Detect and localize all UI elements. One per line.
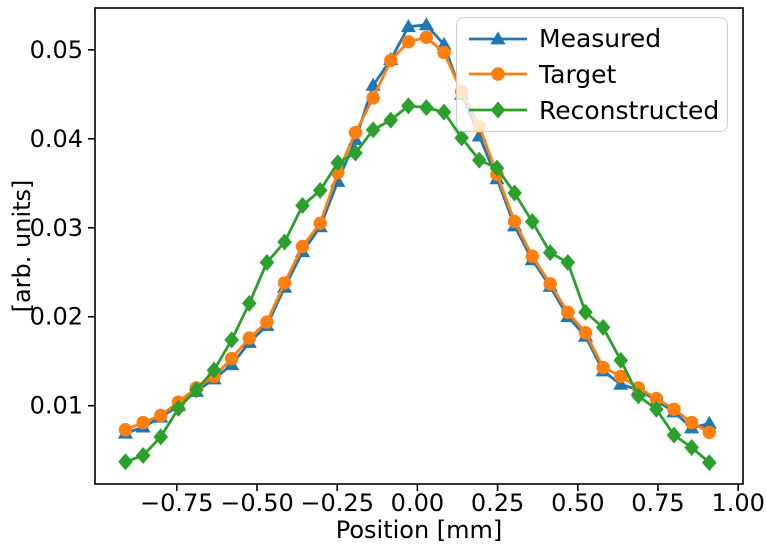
data-point-marker: [578, 303, 593, 321]
data-point-marker: [490, 31, 506, 45]
x-tick-label: 0.00: [391, 489, 444, 517]
data-point-marker: [366, 91, 380, 105]
legend-item-reconstructed: Reconstructed: [457, 98, 727, 123]
legend-label-reconstructed: Reconstructed: [539, 95, 720, 125]
series-line: [125, 23, 710, 435]
data-point-marker: [490, 101, 506, 119]
data-point-marker: [561, 305, 575, 319]
data-point-marker: [153, 428, 169, 446]
x-tick-label: −0.25: [300, 489, 374, 517]
data-point-marker: [401, 97, 416, 115]
data-point-marker: [489, 159, 505, 177]
series-reconstructed: [118, 97, 717, 472]
y-tick-label: 0.01: [30, 392, 83, 420]
x-tick-label: −0.50: [220, 489, 294, 517]
data-point-marker: [437, 45, 451, 60]
data-point-marker: [154, 408, 168, 423]
y-axis-label: [arb. units]: [8, 179, 36, 313]
data-point-marker: [224, 331, 239, 349]
data-point-marker: [472, 151, 487, 169]
data-point-marker: [684, 415, 699, 430]
series-line: [125, 104, 711, 464]
data-point-marker: [524, 213, 540, 231]
series-line: [124, 36, 710, 434]
data-point-marker: [383, 111, 399, 129]
data-point-marker: [118, 423, 133, 437]
data-point-marker: [242, 331, 257, 345]
data-point-marker: [312, 181, 328, 199]
data-point-marker: [649, 400, 664, 418]
data-point-marker: [436, 36, 452, 50]
data-point-marker: [454, 129, 469, 147]
data-point-marker: [400, 19, 417, 33]
data-point-marker: [295, 239, 310, 254]
data-point-marker: [419, 99, 434, 117]
data-point-marker: [631, 387, 646, 405]
data-point-marker: [560, 253, 576, 271]
data-point-marker: [295, 197, 310, 215]
data-point-marker: [684, 439, 699, 457]
data-point-marker: [348, 125, 363, 140]
data-point-marker: [491, 67, 505, 82]
data-point-marker: [649, 391, 664, 406]
legend: Measured Target Reconstructed: [456, 17, 728, 132]
data-point-marker: [507, 184, 522, 202]
measured-line-sample-icon: [469, 31, 527, 45]
data-point-marker: [401, 35, 416, 49]
reconstructed-line-sample-icon: [469, 101, 527, 119]
data-point-marker: [171, 399, 186, 417]
y-tick-label: 0.04: [30, 125, 83, 153]
data-point-marker: [313, 216, 327, 231]
legend-item-measured: Measured: [457, 26, 727, 51]
x-axis-label: Position [mm]: [335, 516, 503, 544]
data-point-marker: [701, 415, 717, 429]
data-point-marker: [224, 351, 239, 366]
legend-label-measured: Measured: [539, 24, 662, 54]
data-point-marker: [418, 17, 434, 31]
y-tick-label: 0.03: [30, 214, 83, 242]
data-point-marker: [614, 369, 628, 384]
data-point-marker: [206, 361, 222, 379]
data-point-marker: [259, 253, 275, 271]
x-tick-label: 0.25: [471, 489, 524, 517]
data-point-marker: [543, 277, 557, 291]
plot-border: [94, 7, 744, 485]
x-tick-label: 0.50: [551, 489, 604, 517]
data-point-marker: [613, 351, 629, 369]
data-point-marker: [384, 53, 398, 68]
data-point-marker: [189, 381, 204, 399]
y-tick-label: 0.05: [30, 36, 83, 64]
data-point-marker: [613, 376, 629, 390]
data-point-marker: [118, 453, 133, 471]
data-point-marker: [702, 454, 717, 472]
data-point-marker: [578, 326, 593, 340]
data-point-marker: [260, 315, 274, 329]
data-point-marker: [436, 103, 452, 121]
data-point-marker: [702, 425, 717, 440]
x-tick-label: 0.75: [631, 489, 684, 517]
data-point-marker: [135, 447, 151, 465]
legend-label-target: Target: [539, 59, 617, 89]
target-line-sample-icon: [469, 67, 527, 82]
data-point-marker: [330, 154, 346, 172]
data-point-marker: [596, 360, 610, 375]
data-point-marker: [507, 214, 522, 229]
data-point-marker: [348, 144, 363, 162]
data-point-marker: [419, 30, 434, 45]
legend-item-target: Target: [457, 62, 727, 87]
data-point-marker: [136, 415, 150, 430]
data-point-marker: [242, 294, 257, 312]
x-tick-label: −0.75: [140, 489, 214, 517]
data-point-marker: [666, 426, 682, 444]
data-point-marker: [365, 121, 381, 139]
data-point-marker: [595, 318, 611, 336]
y-tick-label: 0.02: [30, 303, 83, 331]
data-point-marker: [277, 233, 292, 251]
data-point-marker: [277, 276, 292, 290]
data-point-marker: [525, 249, 539, 263]
data-point-marker: [667, 402, 681, 416]
x-tick-label: 1.00: [711, 489, 764, 517]
data-point-marker: [542, 244, 558, 262]
